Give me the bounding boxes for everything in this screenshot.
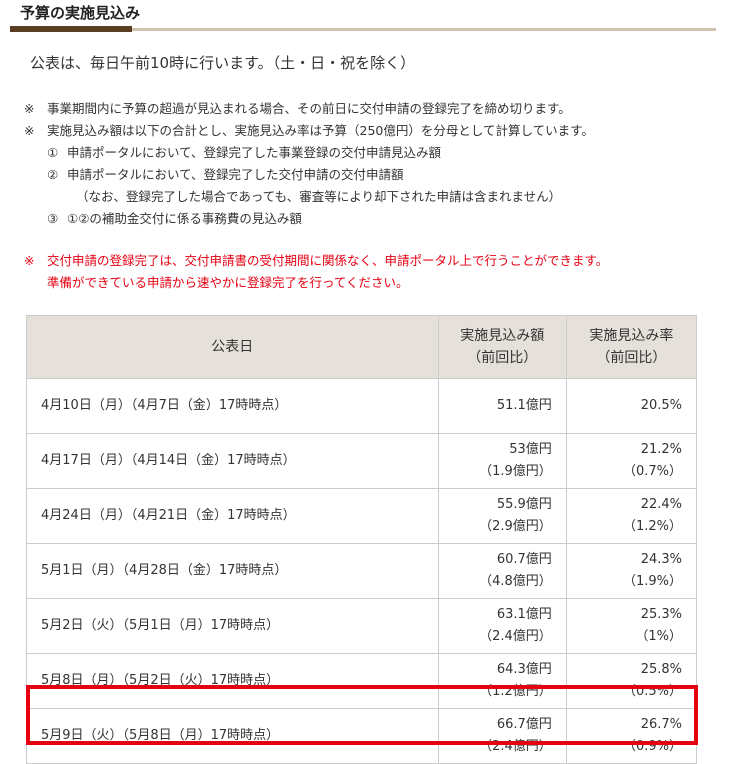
rate-diff: （1.2%） (622, 519, 682, 534)
rate-value: 25.8% (640, 662, 682, 677)
cell-amount: 63.1億円 （2.4億円） (437, 598, 567, 654)
amount-diff: （4.8億円） (479, 574, 552, 589)
amount-value: 51.1億円 (496, 398, 552, 413)
sub-note-text: ①②の補助金交付に係る事務費の見込み額 (67, 211, 302, 226)
red-notice-line: 準備ができている申請から速やかに登録完了を行ってください。 (24, 272, 608, 294)
amount-diff: （2.4億円） (479, 629, 552, 644)
red-notice-text: 準備ができている申請から速やかに登録完了を行ってください。 (47, 275, 409, 290)
rate-value: 21.2% (640, 442, 682, 457)
table-row-latest: 5月9日（火）（5月8日（月）17時時点） 66.7億円 （2.4億円） 26.7… (26, 708, 698, 764)
sub-note-number: ③ (47, 211, 59, 226)
cell-amount: 51.1億円 (437, 378, 567, 434)
rate-diff: （0.9%） (622, 739, 682, 754)
rate-value: 25.3% (640, 607, 682, 622)
table-row: 5月2日（火）（5月1日（月）17時時点） 63.1億円 （2.4億円） 25.3… (26, 598, 698, 654)
sub-note-number: ① (47, 145, 59, 160)
amount-value: 55.9億円 (496, 497, 552, 512)
cell-date: 4月10日（月）（4月7日（金）17時時点） (26, 378, 439, 434)
note-text: 実施見込み額は以下の合計とし、実施見込み率は予算（250億円）を分母として計算し… (47, 123, 594, 138)
red-notice-line: ※ 交付申請の登録完了は、交付申請書の受付期間に関係なく、申請ポータル上で行うこと… (24, 250, 608, 272)
sub-note-text: （なお、登録完了した場合であっても、審査等により却下された申請は含まれません） (76, 189, 562, 204)
sub-note-item: ② 申請ポータルにおいて、登録完了した交付申請の交付申請額 (24, 164, 594, 186)
header-amount-title: 実施見込み額 (460, 328, 545, 344)
sub-note-item: （なお、登録完了した場合であっても、審査等により却下された申請は含まれません） (24, 186, 594, 208)
rate-diff: （1.9%） (622, 574, 682, 589)
cell-rate: 25.8% （0.5%） (565, 653, 698, 709)
rate-value: 22.4% (640, 497, 682, 512)
cell-rate: 22.4% （1.2%） (565, 488, 698, 544)
section-title: 予算の実施見込み (20, 4, 141, 22)
rate-value: 24.3% (640, 552, 682, 567)
cell-amount: 60.7億円 （4.8億円） (437, 543, 567, 599)
amount-diff: （2.9億円） (479, 519, 552, 534)
title-rule-line (132, 28, 716, 31)
sub-note-item: ③ ①②の補助金交付に係る事務費の見込み額 (24, 208, 594, 230)
cell-amount: 55.9億円 （2.9億円） (437, 488, 567, 544)
cell-amount: 53億円 （1.9億円） (437, 433, 567, 489)
cell-date: 5月9日（火）（5月8日（月）17時時点） (26, 708, 439, 764)
table-header-row: 公表日 実施見込み額 （前回比） 実施見込み率 （前回比） (26, 315, 698, 379)
header-rate-sub: （前回比） (596, 350, 667, 366)
amount-diff: （1.9億円） (479, 464, 552, 479)
red-notice: ※ 交付申請の登録完了は、交付申請書の受付期間に関係なく、申請ポータル上で行うこと… (24, 250, 608, 294)
notes-block: ※ 事業期間内に予算の超過が見込まれる場合、その前日に交付申請の登録完了を締め切り… (24, 98, 594, 230)
title-rule-accent (10, 26, 132, 32)
header-amount: 実施見込み額 （前回比） (437, 315, 567, 379)
table-row: 4月10日（月）（4月7日（金）17時時点） 51.1億円 20.5% (26, 378, 698, 434)
sub-note-item: ① 申請ポータルにおいて、登録完了した事業登録の交付申請見込み額 (24, 142, 594, 164)
cell-date: 5月1日（月）（4月28日（金）17時時点） (26, 543, 439, 599)
header-amount-sub: （前回比） (467, 350, 538, 366)
note-mark: ※ (24, 101, 35, 116)
cell-rate: 24.3% （1.9%） (565, 543, 698, 599)
red-notice-mark: ※ (24, 253, 35, 268)
cell-date: 5月2日（火）（5月1日（月）17時時点） (26, 598, 439, 654)
sub-note-number: ② (47, 167, 59, 182)
cell-rate: 21.2% （0.7%） (565, 433, 698, 489)
rate-diff: （0.7%） (622, 464, 682, 479)
table-row: 5月1日（月）（4月28日（金）17時時点） 60.7億円 （4.8億円） 24.… (26, 543, 698, 599)
note-item: ※ 事業期間内に予算の超過が見込まれる場合、その前日に交付申請の登録完了を締め切り… (24, 98, 594, 120)
amount-value: 64.3億円 (496, 662, 552, 677)
announcement-text: 公表は、毎日午前10時に行います。（土・日・祝を除く） (30, 54, 416, 72)
amount-diff: （2.4億円） (479, 739, 552, 754)
budget-table: 公表日 実施見込み額 （前回比） 実施見込み率 （前回比） 4月10日（月）（4月7… (26, 315, 698, 764)
sub-note-text: 申請ポータルにおいて、登録完了した交付申請の交付申請額 (67, 167, 404, 182)
header-rate-title: 実施見込み率 (589, 328, 674, 344)
cell-amount: 66.7億円 （2.4億円） (437, 708, 567, 764)
sub-note-text: 申請ポータルにおいて、登録完了した事業登録の交付申請見込み額 (67, 145, 442, 160)
cell-date: 5月8日（月）（5月2日（火）17時時点） (26, 653, 439, 709)
amount-value: 66.7億円 (496, 717, 552, 732)
amount-value: 60.7億円 (496, 552, 552, 567)
header-rate: 実施見込み率 （前回比） (565, 315, 698, 379)
table-row: 4月17日（月）（4月14日（金）17時時点） 53億円 （1.9億円） 21.2… (26, 433, 698, 489)
cell-rate: 20.5% (565, 378, 698, 434)
note-item: ※ 実施見込み額は以下の合計とし、実施見込み率は予算（250億円）を分母として計算… (24, 120, 594, 142)
amount-diff: （1.2億円） (479, 684, 552, 699)
rate-value: 20.5% (640, 398, 682, 413)
note-mark: ※ (24, 123, 35, 138)
title-rule (10, 26, 716, 32)
cell-rate: 26.7% （0.9%） (565, 708, 698, 764)
rate-diff: （1%） (635, 629, 682, 644)
cell-rate: 25.3% （1%） (565, 598, 698, 654)
header-date: 公表日 (26, 315, 439, 379)
amount-value: 53億円 (509, 442, 552, 457)
cell-amount: 64.3億円 （1.2億円） (437, 653, 567, 709)
rate-diff: （0.5%） (622, 684, 682, 699)
amount-value: 63.1億円 (496, 607, 552, 622)
cell-date: 4月24日（月）（4月21日（金）17時時点） (26, 488, 439, 544)
table-row: 4月24日（月）（4月21日（金）17時時点） 55.9億円 （2.9億円） 22… (26, 488, 698, 544)
cell-date: 4月17日（月）（4月14日（金）17時時点） (26, 433, 439, 489)
note-text: 事業期間内に予算の超過が見込まれる場合、その前日に交付申請の登録完了を締め切りま… (47, 101, 571, 116)
rate-value: 26.7% (640, 717, 682, 732)
red-notice-text: 交付申請の登録完了は、交付申請書の受付期間に関係なく、申請ポータル上で行うことが… (47, 253, 609, 268)
table-row: 5月8日（月）（5月2日（火）17時時点） 64.3億円 （1.2億円） 25.8… (26, 653, 698, 709)
